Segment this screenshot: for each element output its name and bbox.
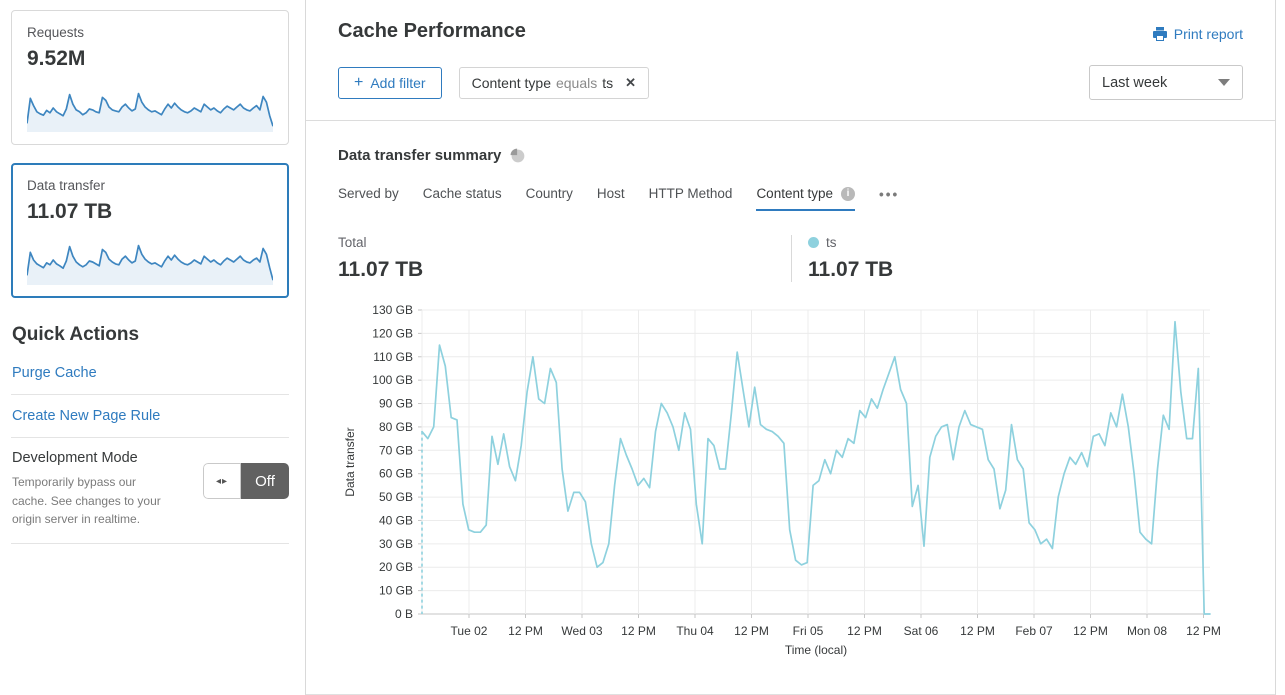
svg-text:120 GB: 120 GB — [372, 326, 413, 340]
info-icon[interactable]: i — [841, 186, 855, 201]
svg-text:Data transfer: Data transfer — [343, 427, 357, 496]
total-value: 11.07 TB — [338, 258, 424, 281]
add-filter-label: Add filter — [370, 74, 426, 91]
tab-host[interactable]: Host — [596, 186, 625, 201]
filter-chip-value: ts — [602, 74, 614, 91]
svg-text:Wed 03: Wed 03 — [561, 624, 602, 638]
legend-series-value: 11.07 TB — [808, 258, 894, 281]
svg-text:110 GB: 110 GB — [373, 350, 413, 364]
svg-text:Time (local): Time (local) — [785, 643, 847, 657]
tab-content-type[interactable]: Content type i — [756, 186, 855, 211]
time-range-value: Last week — [1102, 74, 1168, 91]
data-transfer-card-label: Data transfer — [27, 178, 106, 193]
data-transfer-chart[interactable]: 0 B 10 GB 20 GB 30 GB 40 GB 50 GB 60 GB 70 GB 80… — [338, 296, 1243, 660]
remove-filter-icon[interactable]: ✕ — [625, 74, 637, 90]
legend-ts-block[interactable]: ts 11.07 TB — [791, 235, 893, 282]
page-title: Cache Performance — [338, 20, 526, 42]
divider — [11, 394, 289, 395]
tab-content-type-label: Content type — [756, 186, 833, 201]
divider — [11, 437, 289, 438]
chart-area: 0 B 10 GB 20 GB 30 GB 40 GB 50 GB 60 GB 70 GB 80… — [338, 296, 1243, 660]
data-transfer-card[interactable]: Data transfer 11.07 TB — [11, 163, 289, 298]
filter-chip-field: Content type — [471, 74, 551, 91]
toggle-arrows-icon: ◂▸ — [215, 475, 229, 487]
print-report-link[interactable]: Print report — [1152, 26, 1243, 42]
summary-title: Data transfer summary — [338, 147, 502, 164]
svg-text:60 GB: 60 GB — [379, 467, 413, 481]
svg-text:Sat 06: Sat 06 — [904, 624, 939, 638]
requests-card-label: Requests — [27, 25, 85, 40]
svg-text:Fri 05: Fri 05 — [793, 624, 824, 638]
purge-cache-link[interactable]: Purge Cache — [12, 365, 97, 381]
svg-text:50 GB: 50 GB — [379, 490, 413, 504]
development-mode-text: Development Mode Temporarily bypass our … — [12, 450, 203, 529]
svg-text:12 PM: 12 PM — [1186, 624, 1221, 638]
svg-text:12 PM: 12 PM — [734, 624, 769, 638]
svg-text:10 GB: 10 GB — [379, 584, 413, 598]
dev-mode-toggle[interactable]: ◂▸ Off — [203, 463, 289, 499]
svg-text:100 GB: 100 GB — [372, 373, 413, 387]
legend-series-name: ts — [826, 235, 837, 250]
add-filter-button[interactable]: + Add filter — [338, 66, 442, 99]
toggle-handle[interactable]: ◂▸ — [203, 463, 241, 499]
development-mode-title: Development Mode — [12, 450, 138, 466]
svg-text:30 GB: 30 GB — [379, 537, 413, 551]
plus-icon: + — [354, 73, 364, 91]
quick-actions-title: Quick Actions — [12, 324, 140, 345]
pie-chart-icon — [510, 148, 525, 163]
chevron-down-icon — [1218, 79, 1230, 86]
svg-text:Tue 02: Tue 02 — [451, 624, 488, 638]
data-transfer-sparkline — [27, 232, 273, 285]
svg-text:Mon 08: Mon 08 — [1127, 624, 1167, 638]
tab-country[interactable]: Country — [525, 186, 573, 201]
svg-text:40 GB: 40 GB — [379, 513, 413, 527]
filter-chip-content-type[interactable]: Content type equals ts ✕ — [458, 66, 650, 99]
requests-card[interactable]: Requests 9.52M — [11, 10, 289, 145]
tab-served-by[interactable]: Served by — [338, 186, 399, 201]
toggle-state-label: Off — [241, 463, 289, 499]
sidebar: Requests 9.52M Data transfer 11.07 TB Qu… — [0, 0, 305, 695]
svg-text:Thu 04: Thu 04 — [676, 624, 714, 638]
print-report-label: Print report — [1173, 26, 1243, 42]
development-mode-block: Development Mode Temporarily bypass our … — [11, 438, 289, 543]
data-transfer-card-value: 11.07 TB — [27, 200, 113, 223]
development-mode-description: Temporarily bypass our cache. See change… — [12, 475, 161, 527]
filter-chip-operator: equals — [555, 74, 598, 91]
summary-dimension-tabs: Served by Cache status Country Host HTTP… — [338, 186, 1243, 211]
filter-bar: + Add filter Content type equals ts ✕ La… — [338, 65, 1243, 100]
data-transfer-summary-section: Data transfer summary Served by Cache st… — [306, 121, 1275, 694]
totals-row: Total 11.07 TB ts 11.07 TB — [338, 235, 1243, 282]
legend-dot-icon — [808, 237, 819, 248]
tab-cache-status[interactable]: Cache status — [422, 186, 502, 201]
main-panel: Cache Performance Print report + Add fil… — [305, 0, 1276, 695]
total-label: Total — [338, 235, 367, 250]
svg-text:12 PM: 12 PM — [960, 624, 995, 638]
svg-text:12 PM: 12 PM — [1073, 624, 1108, 638]
more-dimensions-button[interactable]: ••• — [879, 187, 900, 202]
svg-text:0 B: 0 B — [395, 607, 413, 621]
svg-text:12 PM: 12 PM — [621, 624, 656, 638]
svg-text:80 GB: 80 GB — [379, 420, 413, 434]
requests-sparkline — [27, 79, 273, 132]
divider — [11, 542, 289, 544]
svg-text:90 GB: 90 GB — [379, 397, 413, 411]
svg-text:20 GB: 20 GB — [379, 560, 413, 574]
svg-text:70 GB: 70 GB — [379, 443, 413, 457]
time-range-select[interactable]: Last week — [1089, 65, 1243, 100]
svg-text:12 PM: 12 PM — [508, 624, 543, 638]
svg-text:Feb 07: Feb 07 — [1015, 624, 1053, 638]
tab-http-method[interactable]: HTTP Method — [648, 186, 733, 201]
requests-card-value: 9.52M — [27, 47, 86, 70]
printer-icon — [1152, 27, 1167, 41]
svg-text:12 PM: 12 PM — [847, 624, 882, 638]
create-page-rule-link[interactable]: Create New Page Rule — [12, 408, 161, 424]
total-block: Total 11.07 TB — [338, 235, 791, 282]
svg-text:130 GB: 130 GB — [372, 303, 413, 317]
panel-header: Cache Performance Print report + Add fil… — [306, 0, 1275, 121]
